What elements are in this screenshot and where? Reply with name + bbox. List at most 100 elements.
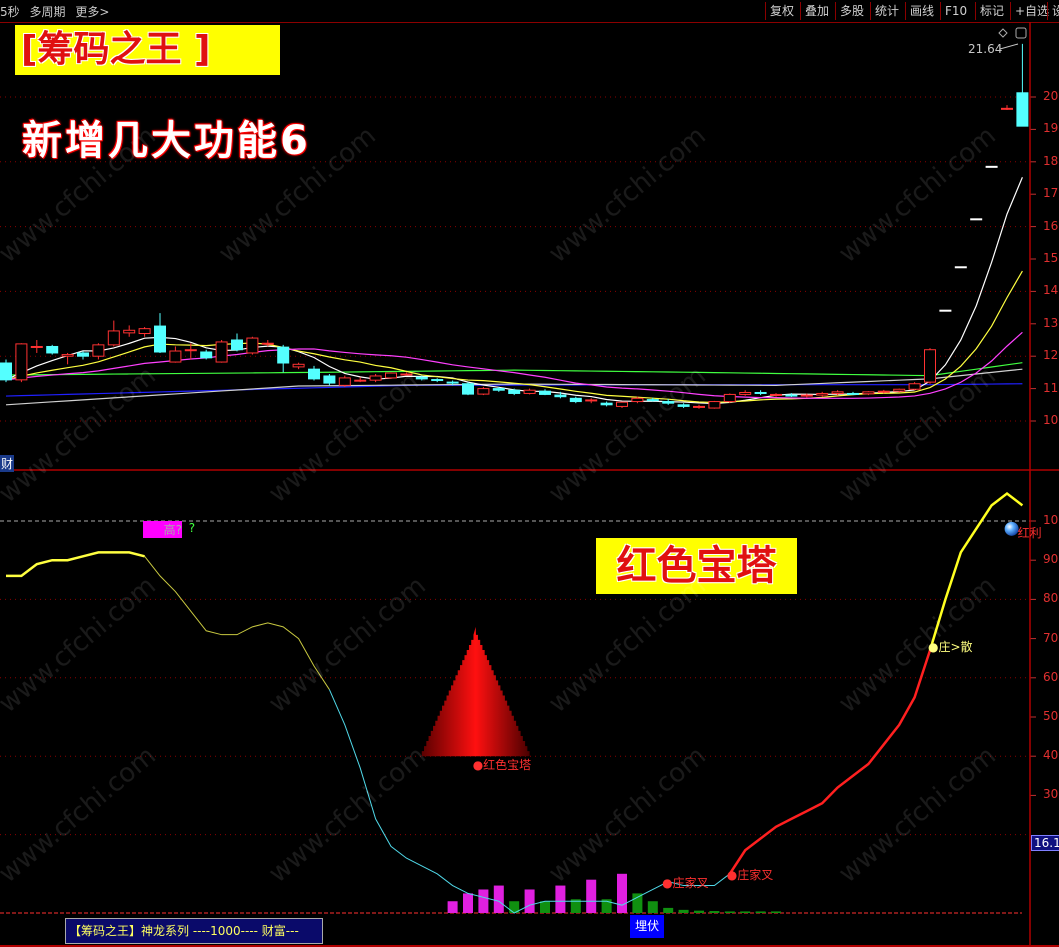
candle xyxy=(30,340,43,353)
indicator-bar xyxy=(678,909,689,913)
candle-body xyxy=(46,345,59,354)
period-5s[interactable]: 5秒 xyxy=(0,5,20,19)
candle xyxy=(924,348,936,384)
signal-label: ●庄>散 xyxy=(928,640,973,655)
candle xyxy=(693,404,705,409)
indicator-bar xyxy=(709,911,720,913)
indicator-tag[interactable]: 财 xyxy=(0,455,15,472)
indicator-line-segment xyxy=(328,689,731,914)
candle xyxy=(0,359,12,383)
candle xyxy=(369,374,382,383)
candle-body xyxy=(785,394,798,397)
indicator-bar xyxy=(463,893,473,913)
indicator-bar xyxy=(632,893,643,913)
candle-body xyxy=(646,399,659,402)
candle-body xyxy=(431,379,444,382)
candle-body xyxy=(862,391,875,395)
candle-body xyxy=(154,325,166,353)
candle xyxy=(215,340,228,363)
more-menu[interactable]: 更多> xyxy=(75,5,110,19)
candle-body xyxy=(30,345,43,348)
price-tick-label: 17 xyxy=(1043,186,1059,201)
candle-body xyxy=(184,349,197,352)
candle-body xyxy=(261,342,274,345)
max-arrow-icon xyxy=(999,43,1019,50)
multi-period[interactable]: 多周期 xyxy=(29,5,66,19)
period-menu: 5秒 多周期 更多> xyxy=(0,3,115,20)
candle xyxy=(138,327,151,337)
candle xyxy=(554,391,567,399)
price-tick-label: 15 xyxy=(1043,251,1059,265)
candle xyxy=(261,340,274,347)
diamond-icon[interactable] xyxy=(998,28,1008,38)
candle xyxy=(523,388,536,395)
candle-body xyxy=(831,391,844,394)
candle-body xyxy=(523,389,536,394)
add-watchlist-button[interactable]: +自选 xyxy=(1010,2,1053,20)
candle-body xyxy=(385,372,397,379)
candle-body xyxy=(0,362,12,381)
indicator-line-segment xyxy=(144,555,330,690)
restore-rights-button[interactable]: 复权 xyxy=(765,2,798,20)
candle-body xyxy=(200,351,213,359)
candle-body xyxy=(246,337,259,354)
candle-body xyxy=(662,401,675,404)
candle-body xyxy=(877,390,890,393)
price-tick-label: 14 xyxy=(1043,283,1059,298)
candle-body xyxy=(92,344,105,357)
candle-body xyxy=(354,379,367,382)
indicator-line-segment xyxy=(728,649,932,875)
indicator-bar xyxy=(493,885,504,913)
candle xyxy=(415,375,428,381)
price-panel xyxy=(0,43,1029,409)
candle-body xyxy=(61,354,74,357)
candle xyxy=(847,391,859,396)
price-tick-label: 19 xyxy=(1043,121,1059,136)
candle xyxy=(677,403,690,409)
indicator-bar xyxy=(555,885,566,913)
candle xyxy=(92,343,105,360)
candle xyxy=(831,390,844,396)
candle xyxy=(508,388,521,396)
candle xyxy=(1016,43,1029,127)
candle xyxy=(816,391,829,397)
multi-stock-button[interactable]: 多股 xyxy=(835,2,868,20)
candle xyxy=(800,393,813,398)
draw-line-button[interactable]: 画线 xyxy=(905,2,938,20)
panel-toggle-icon[interactable] xyxy=(1015,27,1027,39)
price-tick-label: 13 xyxy=(1043,315,1059,330)
candle-body xyxy=(939,309,952,312)
candle xyxy=(539,389,551,396)
statistics-button[interactable]: 统计 xyxy=(870,2,903,20)
candle-body xyxy=(554,394,567,398)
mark-button[interactable]: 标记 xyxy=(975,2,1008,20)
indicator-line-segment xyxy=(928,491,1024,651)
candle xyxy=(862,391,875,396)
f10-button[interactable]: F10 xyxy=(940,2,971,20)
candle xyxy=(939,309,952,312)
overlay-button[interactable]: 叠加 xyxy=(800,2,833,20)
candle-body xyxy=(231,339,243,351)
max-price-marker: 21.64 xyxy=(968,42,1019,56)
high-marker: 高? xyxy=(143,521,182,538)
candle-body xyxy=(893,388,906,392)
candle xyxy=(338,375,351,387)
candle-body xyxy=(323,375,336,384)
candle-body xyxy=(569,397,582,403)
indicator-tick-label: 50 xyxy=(1043,709,1059,723)
candle xyxy=(492,386,505,392)
indicator-bar xyxy=(478,889,489,913)
candle xyxy=(385,372,397,379)
candle-body xyxy=(723,393,736,403)
indicator-tick-label: 70 xyxy=(1043,630,1059,645)
candle xyxy=(739,390,752,396)
candle-body xyxy=(677,404,690,407)
signal-label: ●红色宝塔 xyxy=(472,758,532,773)
settings-button[interactable]: 设 xyxy=(1047,2,1059,20)
candle-body xyxy=(169,350,182,363)
candle xyxy=(184,343,197,360)
candle-body xyxy=(739,391,752,395)
candle xyxy=(61,352,74,365)
indicator-bar xyxy=(647,901,658,913)
